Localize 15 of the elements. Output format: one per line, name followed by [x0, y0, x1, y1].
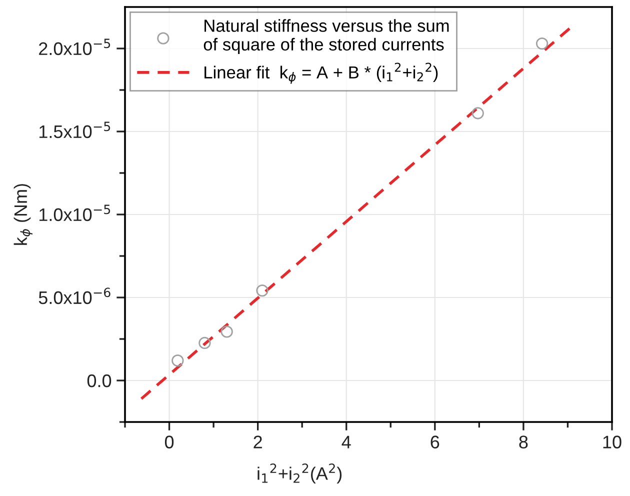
x-tick-label: 8: [519, 436, 528, 448]
x-tick-label: 4: [342, 436, 351, 448]
y-axis-title: k$_{ϕ}$ (Nm): [14, 184, 32, 245]
x-tick-label: 0: [164, 436, 174, 448]
y-tick-label: 1.5x10$^{−5}$: [40, 122, 110, 138]
y-tick-label: 2.0x10$^{−5}$: [39, 38, 110, 56]
text: Linear fit k$_{ϕ}$ = A + B * (i$_{1}$$^{2}$+i$_{2}$$^{2}$): [204, 62, 438, 84]
x-tick-label: 6: [430, 436, 440, 448]
x-tick-label: 2: [254, 436, 262, 448]
legend-label: Natural stiffness versus the sum of square of the stored currents: [204, 19, 449, 54]
text: i$_{1}$$^{2}$+i$_{2}$$^{2}$(A$^{2}$): [258, 464, 342, 484]
y-tick-label: 5.0x10$^{−6}$: [38, 288, 110, 304]
x-tick-label: 10: [603, 436, 622, 448]
y-tick-label: 0.0: [87, 374, 112, 388]
y-tick-label: 1.0x10$^{−5}$: [40, 204, 110, 222]
